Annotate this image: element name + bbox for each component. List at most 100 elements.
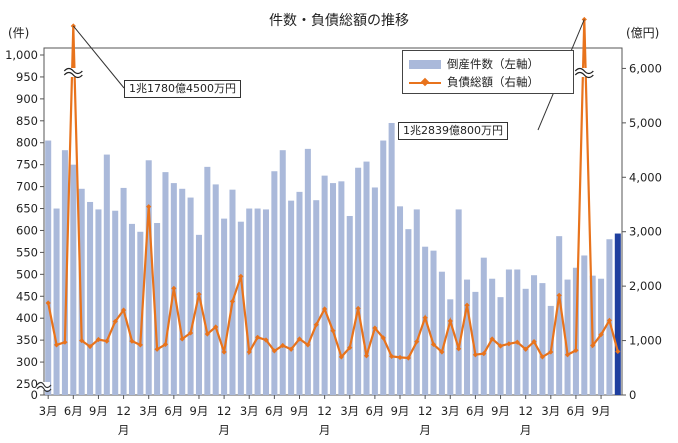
bar [137, 231, 144, 395]
spike-break-mask [575, 68, 594, 77]
bar [288, 200, 295, 395]
x-axis-tick-label: 6月 [567, 404, 586, 418]
x-axis-tick-label: 12 [518, 404, 533, 418]
left-axis-tick-label: 450 [16, 289, 38, 303]
left-axis-tick-label: 300 [16, 355, 38, 369]
x-axis-tick-label: 3月 [39, 404, 58, 418]
line-point [45, 300, 51, 306]
right-axis-unit: (億円) [626, 26, 660, 40]
x-axis-tick-label: 12 [418, 404, 433, 418]
bar [237, 221, 244, 395]
line-point [363, 353, 370, 359]
bar [179, 188, 186, 395]
x-axis-tick-sublabel: 月 [118, 423, 130, 437]
bar [363, 161, 370, 395]
bar [396, 206, 404, 395]
bar [405, 229, 412, 395]
bar [271, 171, 278, 395]
x-axis-tick-label: 9月 [89, 404, 108, 418]
bar [145, 160, 152, 395]
bar [388, 122, 395, 395]
bar [313, 200, 320, 395]
bar [505, 269, 512, 395]
bar [464, 279, 471, 395]
line-point [229, 298, 236, 304]
line-point [154, 346, 160, 352]
line-point [196, 291, 202, 297]
bar [539, 283, 546, 395]
left-axis-tick-label: 550 [16, 245, 38, 259]
line-point [271, 348, 277, 354]
line-point [204, 331, 210, 337]
line-point [556, 292, 562, 298]
callout-annotation-2: 1兆2839億800万円 [398, 122, 508, 140]
bar [296, 191, 303, 395]
x-axis-tick-label: 12 [116, 404, 131, 418]
x-axis-tick-sublabel: 月 [218, 423, 230, 437]
bar [78, 188, 85, 395]
spike-break-mark [574, 67, 594, 75]
bar [262, 209, 270, 395]
line-point [539, 354, 546, 360]
line-point [288, 346, 294, 352]
line-point [615, 348, 621, 355]
left-axis-tick-label: 750 [16, 158, 38, 172]
left-axis-tick-label: 350 [16, 333, 38, 347]
bar [614, 233, 621, 395]
x-axis-tick-label: 3月 [441, 404, 460, 418]
line-point [296, 336, 303, 342]
right-axis-tick-label: 6,000 [629, 61, 662, 75]
left-axis-break-mark [36, 381, 52, 389]
line-point [564, 352, 571, 358]
bar [480, 257, 487, 395]
spike-break-mark [574, 71, 594, 79]
left-axis-tick-label: 0 [31, 388, 38, 402]
x-axis-tick-label: 9月 [491, 404, 510, 418]
line-point [489, 336, 495, 342]
line-point [548, 349, 554, 355]
line-point [573, 347, 579, 353]
line-point [87, 343, 93, 350]
line-point [162, 341, 169, 347]
line-point [280, 342, 286, 349]
bar [304, 148, 311, 395]
left-axis-tick-label: 850 [16, 114, 38, 128]
left-axis-tick-label: 650 [16, 202, 38, 216]
line-point [514, 339, 520, 345]
bar [380, 140, 387, 395]
bar [53, 208, 60, 395]
line-point [112, 318, 118, 325]
bar [195, 234, 202, 395]
x-axis-tick-sublabel: 月 [520, 423, 532, 437]
line-point [179, 336, 185, 342]
line-point [171, 285, 177, 291]
legend-label-bar: 倒産件数（左軸） [447, 57, 539, 71]
line-point [137, 342, 143, 348]
line-point [305, 342, 311, 348]
line-point [372, 325, 378, 331]
line-point [472, 352, 479, 358]
right-axis-tick-label: 2,000 [629, 279, 662, 293]
right-axis-tick-label: 3,000 [629, 225, 662, 239]
line-point [62, 339, 68, 345]
bar [455, 209, 462, 395]
legend-swatch-bar [409, 59, 441, 69]
line-point [330, 328, 336, 334]
left-axis-tick-label: 800 [16, 136, 38, 150]
left-axis-unit: (件) [8, 26, 30, 40]
bar [321, 175, 328, 395]
bar [472, 291, 479, 395]
x-axis-tick-label: 3月 [541, 404, 560, 418]
line-point [430, 341, 437, 347]
legend-label-line: 負債総額（右軸） [447, 75, 539, 89]
bar [413, 209, 420, 395]
bar [447, 299, 454, 395]
line-point [590, 342, 596, 349]
line-point [213, 324, 219, 330]
x-axis-tick-sublabel: 月 [419, 423, 431, 437]
x-axis-tick-label: 12 [317, 404, 332, 418]
line-point [104, 338, 110, 344]
line-point [146, 204, 152, 210]
line-point [414, 339, 420, 345]
line-point [53, 342, 60, 348]
